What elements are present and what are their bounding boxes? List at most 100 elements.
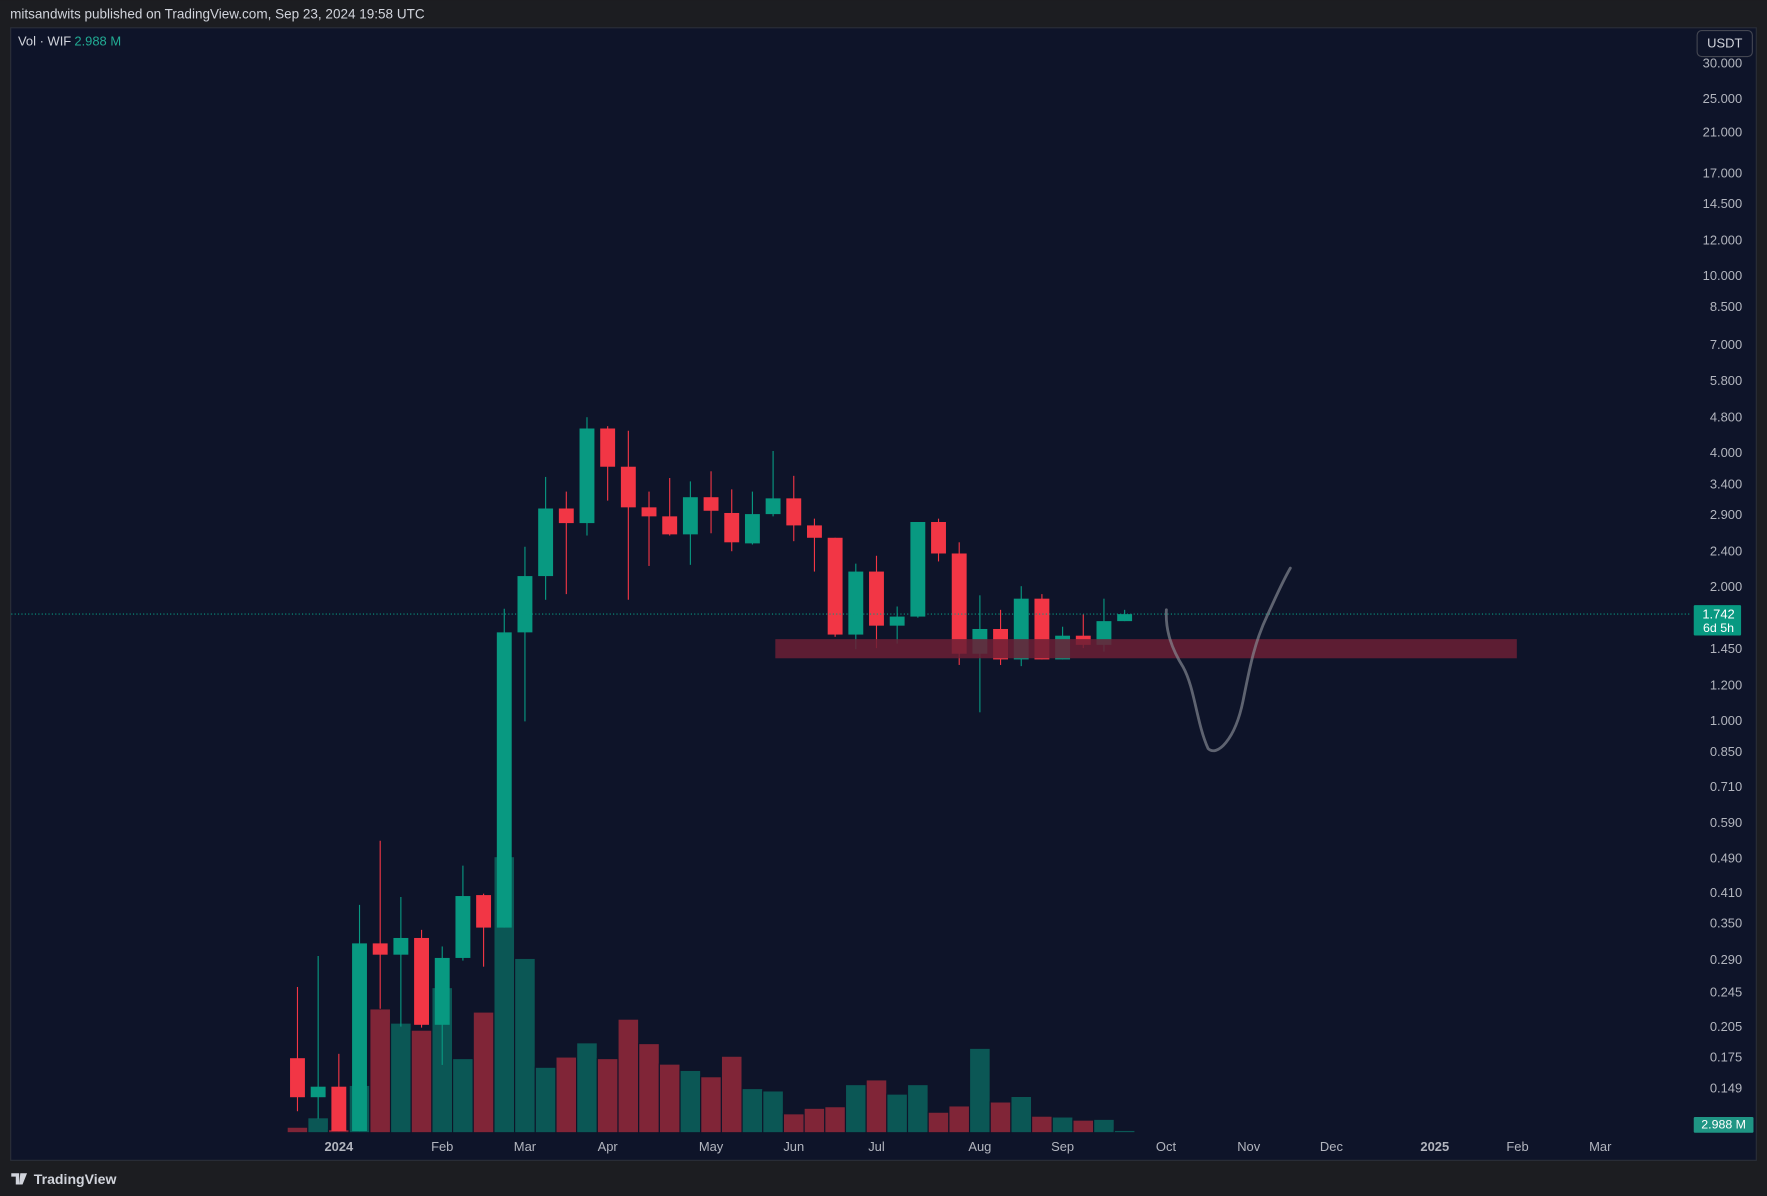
- candle-body: [558, 508, 574, 524]
- x-tick-label: Aug: [968, 1139, 991, 1154]
- candle-body: [414, 937, 429, 1025]
- volume-bar: [782, 1113, 805, 1134]
- x-tick-label: Oct: [1156, 1139, 1177, 1154]
- candle-body: [434, 957, 450, 1025]
- y-tick-label: 0.290: [1710, 952, 1742, 967]
- candle-body: [476, 895, 492, 928]
- candle-body: [455, 896, 471, 958]
- y-tick-label: 8.500: [1710, 299, 1742, 314]
- y-tick-label: 2.900: [1710, 507, 1742, 522]
- y-tick-label: 0.590: [1710, 815, 1742, 830]
- plot: [11, 417, 1691, 1134]
- volume-legend-name: Vol · WIF: [18, 33, 71, 48]
- volume-bar: [534, 1066, 557, 1134]
- y-tick-label: 1.200: [1710, 678, 1742, 693]
- x-tick-label: Jul: [868, 1139, 885, 1154]
- candle-body: [889, 616, 905, 626]
- candle-body: [620, 466, 636, 508]
- currency-button[interactable]: [1696, 30, 1753, 58]
- candle-body: [869, 571, 884, 626]
- volume-bar: [638, 1043, 660, 1134]
- x-tick-label: Mar: [1589, 1139, 1612, 1154]
- volume-bar: [700, 1076, 722, 1134]
- volume-bar: [844, 1084, 867, 1134]
- volume-bar: [286, 1126, 309, 1134]
- hand-drawn-path: [1164, 566, 1292, 752]
- volume-bar: [824, 1106, 847, 1134]
- publish-header: mitsandwits published on TradingView.com…: [10, 6, 425, 21]
- volume-value-box: [1693, 1116, 1754, 1133]
- candle-body: [744, 514, 760, 544]
- candle-body: [931, 521, 946, 554]
- volume-bar: [596, 1058, 619, 1134]
- y-tick-label: 30.000: [1703, 56, 1743, 71]
- candle-body: [393, 937, 409, 955]
- candle-body: [827, 537, 843, 635]
- volume-bar: [865, 1079, 888, 1134]
- volume-bar: [720, 1055, 743, 1134]
- volume-bar: [1093, 1118, 1115, 1134]
- last-price-box: [1693, 605, 1742, 636]
- footer-brand: TradingView: [34, 1171, 117, 1187]
- volume-bar: [307, 1117, 330, 1134]
- x-tick-label: Jun: [783, 1139, 804, 1154]
- candle-body: [807, 525, 822, 538]
- y-tick-label: 0.350: [1710, 916, 1742, 931]
- y-tick-label: 2.000: [1710, 579, 1742, 594]
- y-tick-label: 4.000: [1710, 445, 1742, 460]
- candle-body: [786, 498, 802, 526]
- candle-body: [538, 508, 554, 577]
- y-tick-label: 4.800: [1710, 410, 1742, 425]
- candle-body: [496, 632, 512, 928]
- x-tick-label: 2025: [1420, 1139, 1449, 1154]
- y-tick-label: 5.800: [1710, 373, 1742, 388]
- candle-body: [372, 943, 388, 955]
- volume-bar: [1113, 1129, 1136, 1134]
- volume-value-label: 2.988 M: [1701, 1118, 1746, 1132]
- y-tick-label: 1.000: [1710, 713, 1742, 728]
- y-tick-label: 25.000: [1703, 91, 1743, 106]
- y-tick-label: 0.490: [1710, 851, 1742, 866]
- candle-body: [682, 497, 698, 535]
- candle-body: [662, 516, 678, 535]
- y-tick-label: 12.000: [1703, 233, 1743, 248]
- y-tick-label: 0.245: [1710, 985, 1742, 1000]
- y-tick-label: 3.400: [1710, 476, 1742, 491]
- volume-bar: [906, 1084, 929, 1134]
- x-tick-label: Apr: [598, 1139, 619, 1154]
- y-tick-label: 7.000: [1710, 337, 1742, 352]
- x-tick-label: Feb: [1506, 1139, 1528, 1154]
- volume-bar: [741, 1087, 764, 1134]
- candle-body: [703, 497, 719, 511]
- volume-bar: [576, 1042, 598, 1134]
- volume-bar: [968, 1047, 991, 1134]
- tradingview-logo: [11, 1173, 28, 1185]
- candle-body: [641, 507, 657, 517]
- x-tick-label: Nov: [1237, 1139, 1261, 1154]
- currency-label: USDT: [1707, 36, 1742, 51]
- y-tick-label: 0.850: [1710, 744, 1742, 759]
- y-tick-label: 10.000: [1703, 268, 1743, 283]
- candle-body: [951, 553, 967, 654]
- volume-bar: [762, 1090, 784, 1134]
- volume-bar: [948, 1105, 971, 1134]
- y-tick-label: 0.175: [1710, 1050, 1742, 1065]
- x-tick-label: Dec: [1320, 1139, 1344, 1154]
- volume-bar: [472, 1011, 495, 1134]
- y-tick-label: 0.149: [1710, 1081, 1742, 1096]
- candle-body: [290, 1058, 305, 1098]
- candle-body: [765, 498, 781, 515]
- y-tick-label: 21.000: [1703, 124, 1743, 139]
- volume-bar: [927, 1111, 950, 1134]
- volume-bar: [555, 1056, 578, 1134]
- volume-bar: [1031, 1115, 1053, 1134]
- candle-body: [600, 428, 616, 467]
- volume-bar: [1010, 1095, 1033, 1134]
- volume-legend-value: 2.988 M: [74, 33, 121, 48]
- candle-body: [517, 576, 533, 633]
- y-tick-label: 14.500: [1703, 196, 1743, 211]
- volume-bar: [452, 1058, 474, 1134]
- candle-body: [310, 1086, 326, 1098]
